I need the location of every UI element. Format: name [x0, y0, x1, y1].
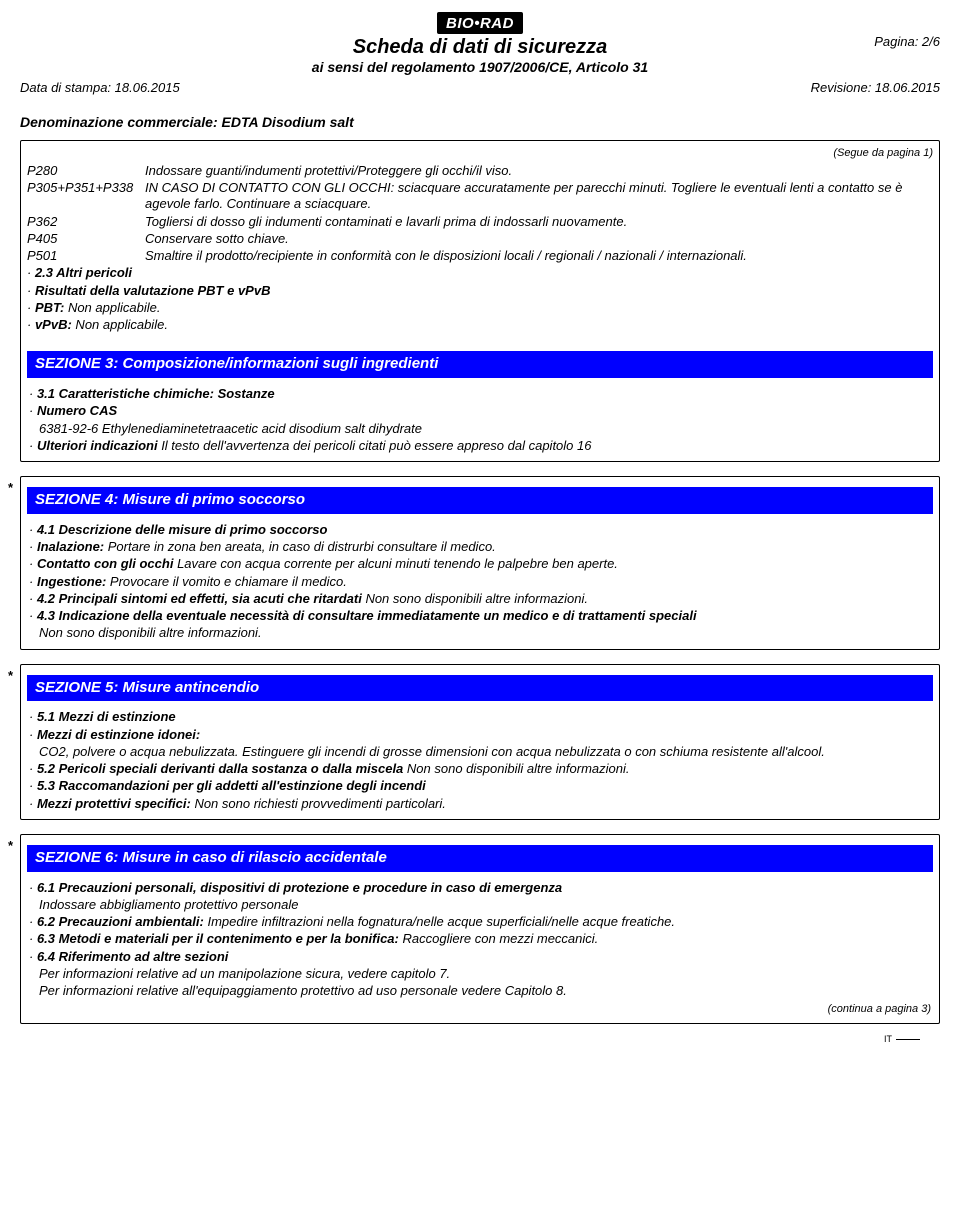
doc-title: Scheda di dati di sicurezza: [353, 36, 608, 59]
hazard-text: Indossare guanti/indumenti protettivi/Pr…: [145, 163, 933, 179]
doc-subtitle: ai sensi del regolamento 1907/2006/CE, A…: [312, 59, 648, 75]
hazard-code: P405: [27, 231, 145, 247]
section-4-body: · 4.1 Descrizione delle misure di primo …: [27, 522, 933, 642]
logo-mark: BIO•RAD: [437, 12, 523, 34]
continued-from: (Segue da pagina 1): [27, 147, 933, 161]
section-3-body: · 3.1 Caratteristiche chimiche: Sostanze…: [27, 386, 933, 454]
locale-mark: IT: [20, 1034, 920, 1044]
section-6-body: · 6.1 Precauzioni personali, dispositivi…: [27, 880, 933, 1018]
content-box-2: SEZIONE 4: Misure di primo soccorso · 4.…: [20, 476, 940, 650]
logo: BIO•RAD: [437, 12, 523, 34]
body-line: · vPvB: Non applicabile.: [27, 317, 933, 333]
hazard-code: P501: [27, 248, 145, 264]
hazard-text: Smaltire il prodotto/recipiente in confo…: [145, 248, 933, 264]
change-asterisk: *: [8, 838, 13, 853]
hazard-code: P305+P351+P338: [27, 180, 145, 213]
section-6-header: SEZIONE 6: Misure in caso di rilascio ac…: [27, 845, 933, 872]
hazard-row: P305+P351+P338 IN CASO DI CONTATTO CON G…: [27, 180, 933, 213]
content-box-4: SEZIONE 6: Misure in caso di rilascio ac…: [20, 834, 940, 1024]
revision-date: Revisione: 18.06.2015: [811, 80, 940, 95]
body-line: · 2.3 Altri pericoli: [27, 265, 933, 281]
hazard-row: P501 Smaltire il prodotto/recipiente in …: [27, 248, 933, 264]
hazard-row: P405 Conservare sotto chiave.: [27, 231, 933, 247]
change-asterisk: *: [8, 668, 13, 683]
continued-to: (continua a pagina 3): [29, 1003, 931, 1017]
hazard-code: P362: [27, 214, 145, 230]
content-box-3: SEZIONE 5: Misure antincendio · 5.1 Mezz…: [20, 664, 940, 820]
hazard-text: IN CASO DI CONTATTO CON GLI OCCHI: sciac…: [145, 180, 933, 213]
change-asterisk: *: [8, 480, 13, 495]
hazard-text: Conservare sotto chiave.: [145, 231, 933, 247]
section-5-body: · 5.1 Mezzi di estinzione · Mezzi di est…: [27, 709, 933, 812]
content-box-1: (Segue da pagina 1) P280 Indossare guant…: [20, 140, 940, 462]
hazard-row: P362 Togliersi di dosso gli indumenti co…: [27, 214, 933, 230]
hazard-row: P280 Indossare guanti/indumenti protetti…: [27, 163, 933, 179]
print-date: Data di stampa: 18.06.2015: [20, 80, 180, 95]
product-name: Denominazione commerciale: EDTA Disodium…: [20, 114, 940, 130]
document-header: BIO•RAD Scheda di dati di sicurezza ai s…: [20, 12, 940, 108]
section-5-header: SEZIONE 5: Misure antincendio: [27, 675, 933, 702]
page-number: Pagina: 2/6: [874, 34, 940, 49]
section-3-header: SEZIONE 3: Composizione/informazioni sug…: [27, 351, 933, 378]
hazard-code: P280: [27, 163, 145, 179]
hazard-text: Togliersi di dosso gli indumenti contami…: [145, 214, 933, 230]
section-4-header: SEZIONE 4: Misure di primo soccorso: [27, 487, 933, 514]
body-line: · Risultati della valutazione PBT e vPvB: [27, 283, 933, 299]
body-line: · PBT: Non applicabile.: [27, 300, 933, 316]
